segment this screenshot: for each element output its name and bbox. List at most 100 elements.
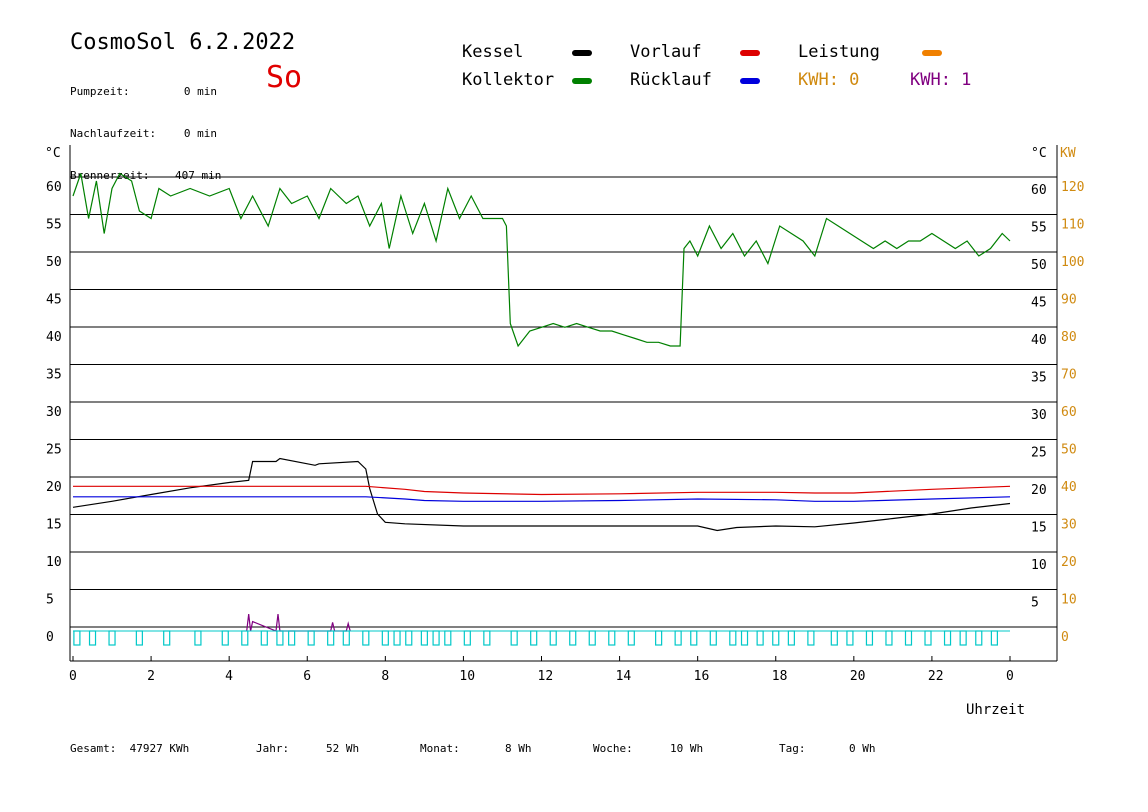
pump-marker: [432, 630, 440, 646]
pump-marker: [588, 630, 596, 646]
kw-unit-label: KW: [1060, 146, 1076, 161]
pump-marker: [627, 630, 635, 646]
stat-pumpzeit: Pumpzeit: 0 min: [70, 85, 217, 98]
pump-marker: [655, 630, 663, 646]
y-right-tick-label: 50: [1031, 258, 1047, 273]
legend-kollektor-label: Kollektor: [462, 70, 555, 90]
pump-marker: [846, 630, 854, 646]
x-tick-label: 18: [772, 669, 788, 684]
x-tick-label: 6: [303, 669, 311, 684]
footer-woche: Woche: 10 Wh: [593, 742, 704, 755]
kw-tick-label: 30: [1061, 518, 1077, 533]
chart-title: CosmoSol 6.2.2022: [70, 30, 296, 55]
stat-nachlaufzeit: Nachlaufzeit: 0 min: [70, 127, 217, 140]
y-tick-label: 30: [46, 405, 62, 420]
pump-marker: [241, 630, 249, 646]
stat-brennerzeit: Brennerzeit: 407 min: [70, 169, 222, 182]
legend-kessel-swatch: [572, 50, 592, 56]
x-tick-label: 0: [69, 669, 77, 684]
stats-block: Pumpzeit: 0 min Nachlaufzeit: 0 min Brenne…: [70, 57, 222, 197]
pump-marker: [483, 630, 491, 646]
footer-jahr: Jahr: 52 Wh: [256, 742, 360, 755]
x-tick-label: 4: [225, 669, 233, 684]
legend-kessel-label: Kessel: [462, 42, 524, 62]
x-tick-label: 0: [1006, 669, 1014, 684]
kw-tick-label: 10: [1061, 593, 1077, 608]
pump-marker: [194, 630, 202, 646]
pump-marker: [405, 630, 413, 646]
y-tick-label: 0: [46, 630, 54, 645]
pump-marker: [530, 630, 538, 646]
pump-marker: [975, 630, 983, 646]
legend-kollektor-swatch: [572, 78, 592, 84]
y-right-tick-label: 45: [1031, 296, 1047, 311]
pump-marker: [88, 630, 97, 646]
pump-marker: [756, 630, 764, 646]
axis-ticks: 6055504540353025201510506055504540353025…: [46, 180, 1084, 684]
y-tick-label: 25: [46, 443, 62, 458]
legend-vorlauf-swatch: [740, 50, 760, 56]
series-line-kessel: [72, 457, 1011, 532]
y-right-tick-label: 35: [1031, 371, 1047, 386]
y-tick-label: 10: [46, 555, 62, 570]
pump-marker: [463, 630, 471, 646]
pump-marker: [608, 630, 616, 646]
footer-tag: Tag: 0 Wh: [779, 742, 876, 755]
y-tick-label: 50: [46, 255, 62, 270]
pump-marker: [674, 630, 682, 646]
kw-tick-label: 120: [1061, 180, 1084, 195]
footer-monat: Monat: 8 Wh: [420, 742, 532, 755]
x-tick-label: 20: [850, 669, 866, 684]
pump-marker: [221, 630, 229, 646]
y-tick-label: 15: [46, 518, 62, 533]
right-unit-label: °C: [1031, 146, 1047, 161]
pump-marker: [135, 630, 143, 646]
pump-marker: [924, 630, 932, 646]
y-right-tick-label: 20: [1031, 483, 1047, 498]
pump-marker: [787, 630, 795, 646]
y-right-tick-label: 15: [1031, 521, 1047, 536]
y-right-tick-label: 10: [1031, 558, 1047, 573]
legend-leistung-label: Leistung: [798, 42, 880, 62]
pump-marker: [288, 630, 296, 646]
pump-marker: [444, 630, 452, 646]
x-tick-label: 12: [538, 669, 554, 684]
legend-vorlauf-label: Vorlauf: [630, 42, 702, 62]
series-line-kwh-1: [246, 614, 351, 632]
pump-marker: [73, 630, 81, 646]
pump-marker: [904, 630, 913, 646]
kw-tick-label: 80: [1061, 330, 1077, 345]
pump-markers: [73, 630, 1010, 646]
pump-marker: [830, 630, 838, 646]
pump-marker: [807, 630, 815, 646]
x-tick-label: 2: [147, 669, 155, 684]
series-line-kollektor: [72, 172, 1011, 348]
left-unit-label: °C: [45, 146, 61, 161]
pump-marker: [740, 630, 749, 646]
weekday-label: So: [266, 60, 303, 95]
y-tick-label: 35: [46, 368, 62, 383]
series-line-r-cklauf: [73, 496, 1011, 502]
legend-kwh0-label: KWH: 0: [798, 70, 860, 90]
pump-marker: [260, 630, 268, 646]
x-tick-label: 8: [381, 669, 389, 684]
kw-tick-label: 20: [1061, 555, 1077, 570]
pump-marker: [569, 630, 577, 646]
pump-marker: [420, 630, 428, 646]
kw-tick-label: 50: [1061, 443, 1077, 458]
x-tick-label: 10: [459, 669, 475, 684]
pump-marker: [959, 630, 967, 646]
pump-marker: [362, 630, 370, 646]
y-right-tick-label: 40: [1031, 333, 1047, 348]
kw-tick-label: 40: [1061, 480, 1077, 495]
x-tick-label: 14: [616, 669, 632, 684]
legend-leistung-swatch: [922, 50, 942, 56]
kw-tick-label: 90: [1061, 293, 1077, 308]
kw-tick-label: 100: [1061, 255, 1084, 270]
pump-marker: [549, 630, 557, 646]
series-lines: [72, 172, 1011, 632]
pump-marker: [990, 630, 998, 646]
footer-gesamt: Gesamt: 47927 KWh: [70, 742, 190, 755]
pump-marker: [108, 630, 116, 646]
pump-marker: [510, 630, 518, 646]
